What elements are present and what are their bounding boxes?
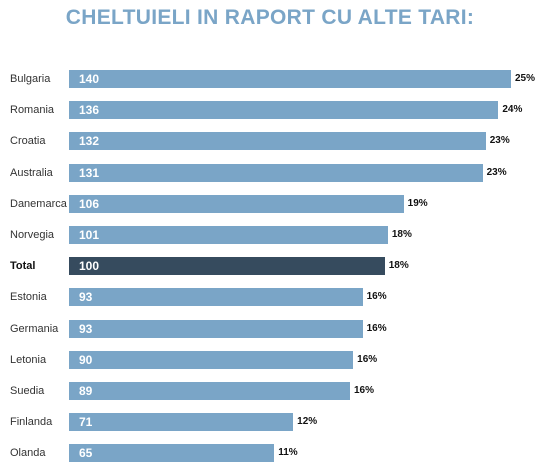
percent-label: 18%: [388, 260, 409, 272]
bar-row: Romania 136 24%: [0, 101, 540, 120]
percent-label: 23%: [489, 135, 510, 147]
value-label: 100: [79, 259, 100, 274]
bar: [69, 226, 388, 244]
bar: [69, 257, 385, 276]
bar-row: Danemarca 106 19%: [0, 194, 540, 213]
bar: [69, 101, 499, 120]
bar: [69, 413, 294, 432]
category-label: Romania: [10, 104, 55, 117]
bar: [69, 350, 354, 369]
percent-label: 16%: [357, 353, 378, 365]
percent-label: 11%: [278, 447, 298, 459]
bar-row: Australia 131 23%: [0, 163, 540, 182]
percent-label: 19%: [407, 197, 428, 209]
bar-row: Estonia 93 16%: [0, 288, 540, 307]
category-label: Bulgaria: [10, 73, 51, 85]
category-label: Finlanda: [10, 416, 53, 429]
category-label: Danemarca: [10, 197, 67, 210]
value-label: 131: [79, 165, 100, 180]
bar: [69, 163, 483, 182]
value-label: 89: [79, 384, 93, 398]
bar-row: Croatia 132 23%: [0, 132, 540, 151]
percent-label: 16%: [353, 385, 374, 396]
category-label: Total: [10, 260, 36, 273]
bar-row: Bulgaria 140 25%: [0, 70, 540, 88]
category-label: Australia: [10, 166, 53, 179]
percent-label: 24%: [502, 104, 523, 116]
percent-label: 12%: [297, 416, 318, 428]
category-label: Letonia: [10, 353, 47, 366]
bar-row: Germania 93 16%: [0, 319, 540, 338]
category-label: Suedia: [10, 385, 45, 397]
value-label: 65: [79, 446, 93, 461]
bar-row: Suedia 89 16%: [0, 382, 540, 400]
bar-row: Finlanda 71 12%: [0, 413, 540, 432]
category-label: Germania: [10, 322, 59, 335]
bar: [69, 444, 275, 463]
percent-label: 16%: [366, 322, 387, 334]
value-label: 106: [79, 196, 100, 211]
value-label: 93: [79, 290, 93, 305]
bar: [69, 319, 363, 338]
percent-label: 23%: [486, 166, 507, 178]
bar: [69, 132, 486, 151]
value-label: 93: [79, 321, 93, 336]
category-label: Olanda: [10, 447, 46, 460]
category-label: Estonia: [10, 291, 47, 304]
category-label: Croatia: [10, 135, 46, 148]
value-label: 132: [79, 134, 100, 149]
bar-row: Letonia 90 16%: [0, 350, 540, 369]
value-label: 90: [79, 352, 93, 367]
bar-row: Norvegia 101 18%: [0, 226, 540, 244]
value-label: 101: [79, 228, 100, 242]
chart-title: CHELTUIELI IN RAPORT CU ALTE TARI:: [65, 6, 475, 29]
bar: [69, 288, 363, 307]
value-label: 140: [79, 72, 100, 86]
bar: [69, 194, 404, 213]
bar: [69, 382, 350, 400]
bar-row: Olanda 65 11%: [0, 444, 540, 463]
percent-label: 18%: [391, 229, 412, 240]
percent-label: 16%: [366, 291, 387, 303]
bar: [69, 70, 511, 88]
percent-label: 25%: [515, 73, 536, 84]
value-label: 71: [79, 415, 93, 430]
category-label: Norvegia: [10, 229, 55, 241]
value-label: 136: [79, 103, 100, 118]
bar-row: Total 100 18%: [0, 257, 540, 276]
